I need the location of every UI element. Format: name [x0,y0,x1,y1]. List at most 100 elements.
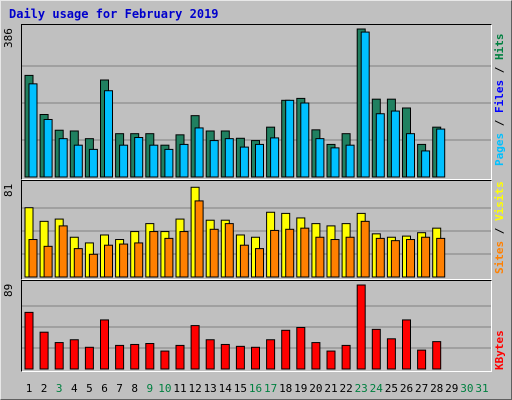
x-tick-label: 4 [70,382,78,395]
sites-bar [58,225,68,278]
pages-bar [43,118,53,178]
sites-chart [22,186,491,278]
kbytes-bar [69,339,79,370]
kbytes-bar [115,344,125,370]
pages-bar [134,137,144,178]
kbytes-bar [39,331,49,370]
x-tick-label: 21 [324,382,338,395]
sites-bar [285,228,295,278]
sites-bar [209,228,219,278]
pages-bar [239,146,249,178]
sites-bar [134,242,144,278]
pages-bar [104,90,113,178]
sites-bar [179,231,189,278]
kbytes-bar [160,350,170,370]
x-tick-label: 24 [369,382,383,395]
x-tick-label: 3 [55,382,63,395]
kbytes-bar [235,345,245,370]
sites-bar [330,239,340,278]
sites-bar [149,231,159,278]
x-tick-label: 14 [218,382,232,395]
kbytes-bar [402,319,411,370]
kbytes-bar [190,325,200,370]
sites-bar [104,244,113,278]
pages-bar [224,138,234,178]
kbytes-bar [281,329,291,370]
sites-bar [73,248,83,278]
sites-bar [375,237,385,278]
kbytes-bar [24,311,34,370]
kbytes-legend: KBytes [493,282,509,370]
pages-bar [28,83,38,178]
sites-bar [88,253,98,278]
legend-sep-2: / [493,60,506,80]
pages-bar [330,147,340,178]
kbytes-chart [22,284,491,370]
kbytes-bar [326,350,336,370]
kbytes-bar [341,344,351,370]
sites-bar [315,236,325,278]
x-tick-label: 22 [339,382,353,395]
sites-bar [436,237,446,278]
pages-bar [88,148,98,178]
legend-hits: Hits [493,33,506,61]
legend-sep-1: / [493,113,506,133]
pages-bar [421,150,431,178]
x-tick-label: 1 [25,382,33,395]
pages-bar [300,102,310,178]
pages-bar [179,143,189,178]
sites-bar [224,223,234,278]
sites-legend: Sites / Visits [493,181,509,274]
kbytes-bar [296,326,306,370]
x-tick-label: 8 [131,382,138,395]
pages-bar [390,110,400,178]
x-tick-label: 20 [309,382,323,395]
kbytes-bar [220,343,230,370]
x-tick-label: 27 [414,382,429,395]
x-tick-label: 17 [263,382,278,395]
sites-bar [164,237,174,278]
x-tick-label: 26 [399,382,414,395]
pages-bar [270,137,280,178]
kbytes-bar [251,346,260,370]
kbytes-bar [54,342,64,370]
hits-legend: Pages / Files / Hits [493,26,509,167]
pages-bar [360,31,370,178]
x-tick-label: 5 [86,382,93,395]
sites-panel [21,180,492,280]
x-tick-label: 28 [430,382,444,395]
sites-bar [421,236,431,278]
kbytes-bar [205,339,215,370]
kbytes-bar [100,319,109,370]
legend-sep-3: / [493,221,506,241]
x-tick-label: 2 [40,382,48,395]
hits-chart [22,28,491,178]
legend-kbytes-label: KBytes [493,330,506,370]
x-tick-label: 30 [460,382,474,395]
sites-bar [270,229,280,278]
sites-bar [28,239,38,278]
kbytes-bar [145,343,155,370]
x-tick-label: 10 [158,382,172,395]
legend-pages: Pages [493,132,506,166]
x-tick-label: 6 [101,382,108,395]
x-tick-label: 19 [294,382,308,395]
kbytes-bar [417,349,427,370]
x-tick-label: 31 [475,382,489,395]
kbytes-bar [371,328,381,370]
chart-title: Daily usage for February 2019 [9,7,219,21]
x-tick-label: 13 [203,382,217,395]
pages-bar [194,127,204,178]
x-tick-label: 16 [248,382,263,395]
x-tick-label: 29 [445,382,459,395]
sites-bar [255,248,264,278]
x-tick-label: 7 [116,382,123,395]
kbytes-bar [130,343,140,370]
pages-bar [73,144,83,178]
kbytes-bar [266,339,276,370]
sites-bar [300,227,310,278]
pages-bar [375,113,385,178]
sites-ymax-label: 81 [2,184,15,198]
pages-bar [436,128,446,178]
pages-bar [119,144,129,178]
